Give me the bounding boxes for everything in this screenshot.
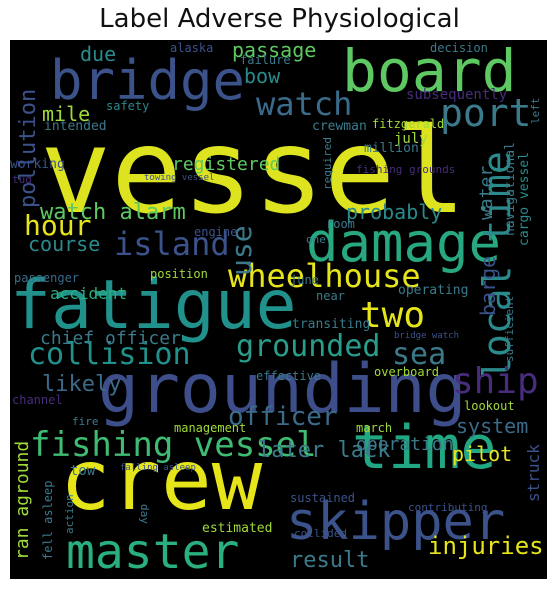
word-watch: watch [256, 85, 353, 123]
word-crew: crew [60, 431, 263, 529]
word-left: left [529, 97, 542, 125]
word-course: course [28, 232, 101, 256]
word-registered: registered [172, 154, 281, 175]
word-effective: effective [256, 369, 322, 383]
word-ran-aground: ran aground [12, 440, 33, 560]
word-two: two [360, 295, 426, 336]
word-crewman: crewman [312, 119, 367, 134]
word-transiting: transiting [292, 317, 371, 332]
word-overboard: overboard [374, 365, 440, 379]
word-passenger: passenger [14, 271, 80, 285]
word-collision: collision [28, 337, 191, 372]
word-operating: operating [398, 283, 469, 298]
word-passage: passage [232, 40, 317, 62]
word-required: required [321, 137, 334, 190]
word-likely: likely [42, 372, 122, 397]
word-injuries: injuries [428, 532, 544, 560]
word-fell-asleep: fell asleep [41, 480, 55, 560]
word-estimated: estimated [202, 521, 273, 536]
word-due: due [80, 42, 117, 66]
word-contributing: contributing [408, 501, 488, 514]
word-pilot: pilot [452, 442, 513, 466]
word-sustained: sustained [290, 491, 356, 505]
word-later-lack: later lack [258, 438, 391, 463]
word-grounding: grounding [98, 350, 467, 429]
word-damage: damage [306, 211, 502, 274]
word-grounded: grounded [236, 329, 381, 364]
word-sea: sea [392, 337, 447, 372]
word-falling-asleep: falling asleep [120, 463, 196, 473]
word-chief-officer: chief officer [40, 328, 181, 349]
word-decision: decision [430, 41, 488, 55]
word-cargo-vessel: cargo vessel [517, 152, 532, 246]
word-action: action [63, 494, 76, 534]
word-million: million [364, 141, 419, 156]
word-collided: collided [294, 527, 347, 540]
word-system: system [456, 414, 529, 438]
word-time: time [352, 413, 497, 483]
word-watch-alarm: watch alarm [40, 200, 186, 225]
word-july: july [394, 131, 428, 147]
word-probably: probably [346, 200, 443, 224]
word-bridge: bridge [50, 49, 246, 112]
word-water: water [476, 165, 497, 220]
word-vessel: vessel [40, 102, 467, 240]
word-safety: safety [106, 99, 150, 113]
word-ship: ship [452, 361, 539, 402]
word-towing-vessel: towing vessel [144, 173, 215, 183]
word-hour: hour [24, 209, 92, 242]
word-lookout: lookout [464, 399, 515, 413]
word-one: one [306, 233, 326, 246]
word-mile: mile [42, 102, 91, 126]
word-channel: channel [12, 393, 63, 407]
word-fatigue: fatigue [10, 266, 297, 345]
word-engine: engine [194, 225, 238, 239]
word-wheelhouse: wheelhouse [228, 257, 421, 295]
word-bow: bow [244, 64, 281, 88]
word-officer: officer [228, 402, 338, 432]
word-master: master [66, 524, 240, 579]
word-island: island [114, 225, 230, 263]
chart-title: Label Adverse Physiological [99, 4, 460, 34]
word-working: working [10, 157, 65, 172]
word-march: march [356, 421, 393, 435]
word-barge: barge [476, 255, 500, 316]
word-near: near [316, 289, 345, 303]
word-fishing-grounds: fishing grounds [356, 163, 456, 176]
word-struck: struck [524, 444, 543, 502]
word-cloud: vessel grounding crew fatigue bridge boa… [10, 40, 547, 579]
word-pollution: pollution [16, 88, 41, 208]
word-fire: fire [72, 415, 99, 428]
word-tug: tug [12, 173, 32, 186]
word-room: room [326, 217, 355, 231]
word-alaska: alaska [170, 41, 214, 55]
word-result: result [290, 548, 370, 573]
word-operation: operation [356, 434, 454, 455]
word-accident: accident [50, 284, 128, 303]
word-bridge-watch: bridge watch [394, 331, 460, 341]
word-tow: tow [70, 463, 96, 479]
word-sufficient: sufficient [503, 295, 516, 362]
word-skipper: skipper [286, 492, 506, 552]
word-subsequently: subsequently [406, 87, 508, 103]
word-navigational: navigational [503, 142, 518, 236]
word-failure: failure [240, 53, 291, 67]
word-management: management [174, 421, 247, 435]
word-position: position [150, 267, 208, 281]
word-june: june [290, 273, 319, 287]
word-fitzgerald: fitzgerald [372, 117, 445, 131]
word-day: day [138, 504, 151, 524]
word-fishing-vessel: fishing vessel [30, 425, 317, 465]
word-port: port [440, 91, 532, 135]
word-board: board [342, 40, 517, 105]
word-intended: intended [44, 119, 107, 134]
